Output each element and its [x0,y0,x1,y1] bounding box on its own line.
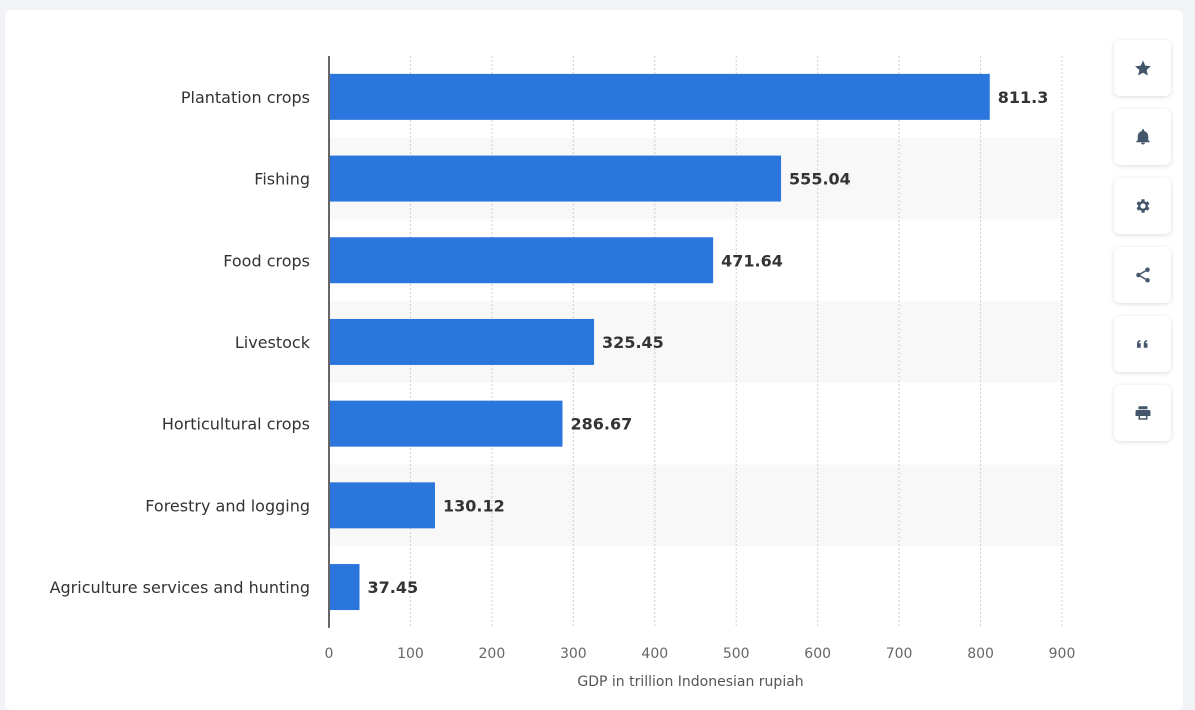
x-tick-label: 900 [1049,646,1076,662]
bar-chart: 0 100 200 300 400 500 600 700 800 900 811.3 Planta… [50,56,1076,690]
quote-icon [1136,339,1147,348]
chart-card: 0 100 200 300 400 500 600 700 800 900 811.3 Planta… [5,10,1183,710]
bar [330,73,990,120]
chart-toolbar [1114,40,1171,454]
bar [330,482,435,529]
category-label: Livestock [235,333,311,352]
bar [330,155,782,202]
row-band [329,464,1062,547]
settings-button[interactable] [1114,178,1171,234]
labels: 811.3 Plantation crops 555.04 Fishing 471.64… [50,88,1049,597]
row-bands [329,137,1062,547]
category-label: Plantation crops [181,88,310,107]
bar [330,564,360,611]
x-tick-label: 0 [325,646,334,662]
category-label: Agriculture services and hunting [50,578,310,597]
bars [330,73,990,611]
bar [330,318,595,365]
category-label: Forestry and logging [145,496,310,515]
bar-value-label: 555.04 [789,170,851,189]
x-tick-label: 500 [723,646,750,662]
x-tick-label: 600 [804,646,831,662]
share-button[interactable] [1114,247,1171,303]
bar-value-label: 37.45 [368,578,419,597]
print-button[interactable] [1114,385,1171,441]
star-icon [1134,60,1151,76]
x-tick-label: 100 [397,646,424,662]
x-axis-title: GDP in trillion Indonesian rupiah [577,674,803,690]
category-label: Fishing [254,170,310,189]
print-icon [1135,406,1150,420]
x-tick-label: 700 [886,646,913,662]
category-label: Horticultural crops [162,415,310,434]
x-tick-label: 200 [479,646,506,662]
bell-icon [1135,129,1150,145]
bar [330,237,714,284]
bar-value-label: 471.64 [721,251,783,270]
bar-value-label: 130.12 [443,496,505,515]
favorite-button[interactable] [1114,40,1171,96]
notification-button[interactable] [1114,109,1171,165]
bar [330,400,563,447]
category-label: Food crops [223,251,310,270]
cite-button[interactable] [1114,316,1171,372]
bar-value-label: 286.67 [570,415,632,434]
share-icon [1135,267,1150,283]
gear-icon [1136,199,1149,213]
gridlines: 0 100 200 300 400 500 600 700 800 900 [325,56,1076,662]
x-tick-label: 800 [967,646,994,662]
bar-value-label: 811.3 [998,88,1049,107]
bar-value-label: 325.45 [602,333,664,352]
x-tick-label: 400 [641,646,668,662]
x-tick-label: 300 [560,646,587,662]
